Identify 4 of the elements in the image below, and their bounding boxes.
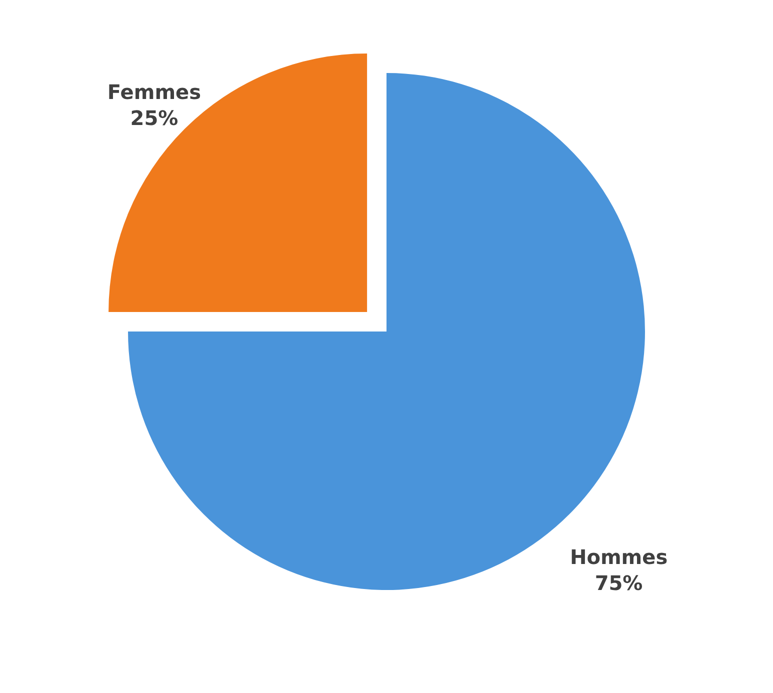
slice-label: Hommes — [570, 544, 668, 569]
slice-label: Femmes — [107, 80, 202, 104]
data-label: 75% — [594, 570, 643, 595]
data-label: 25% — [130, 106, 178, 130]
